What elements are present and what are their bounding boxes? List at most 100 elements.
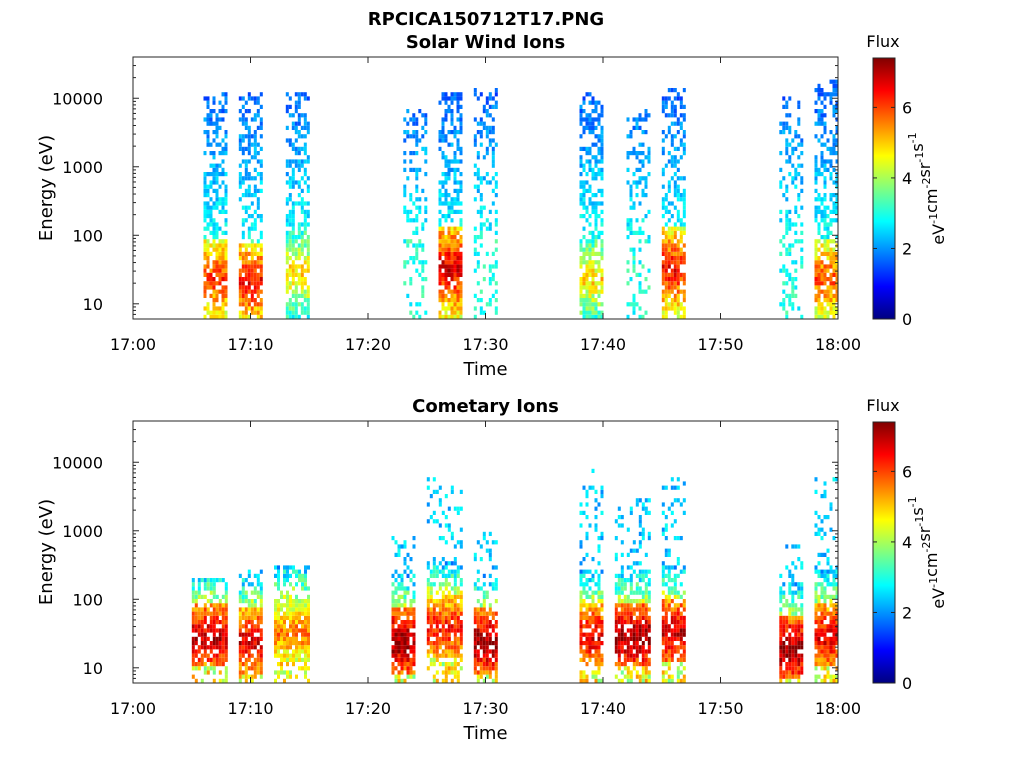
spectrogram-cell [277, 615, 280, 620]
spectrogram-cell [473, 142, 477, 147]
spectrogram-cell [785, 599, 789, 604]
spectrogram-cell [459, 92, 463, 97]
spectrogram-cell [456, 624, 460, 629]
spectrogram-cell [206, 201, 210, 206]
spectrogram-cell [306, 222, 310, 227]
spectrogram-cell [794, 260, 798, 265]
spectrogram-cell [256, 293, 260, 298]
spectrogram-cell [447, 569, 451, 574]
spectrogram-cell [626, 167, 630, 172]
spectrogram-cell [206, 310, 210, 315]
spectrogram-cell [421, 247, 425, 252]
spectrogram-cell [286, 628, 289, 633]
spectrogram-cell [614, 607, 618, 612]
spectrogram-cell [814, 281, 818, 286]
spectrogram-cell [209, 310, 213, 315]
y-axis-label: Energy (eV) [36, 135, 57, 241]
spectrogram-cell [494, 298, 498, 303]
spectrogram-cell [476, 628, 480, 633]
spectrogram-cell [456, 188, 460, 193]
spectrogram-cell [585, 306, 589, 311]
spectrogram-cell [412, 674, 416, 679]
spectrogram-cell [438, 586, 442, 591]
spectrogram-cell [476, 569, 480, 574]
spectrogram-cell [212, 666, 216, 671]
spectrogram-cell [212, 247, 216, 252]
spectrogram-cell [823, 272, 827, 277]
spectrogram-cell [626, 565, 630, 570]
spectrogram-cell [253, 636, 257, 641]
spectrogram-cell [447, 142, 451, 147]
spectrogram-cell [303, 310, 307, 315]
spectrogram-cell [426, 485, 430, 490]
spectrogram-cell [626, 226, 630, 231]
spectrogram-cell [429, 649, 433, 654]
spectrogram-cell [620, 636, 624, 641]
spectrogram-cell [438, 264, 442, 269]
spectrogram-cell [794, 607, 798, 612]
spectrogram-cell [667, 125, 671, 130]
spectrogram-cell [661, 678, 665, 683]
spectrogram-cell [647, 582, 651, 587]
spectrogram-cell [579, 510, 583, 515]
spectrogram-cell [488, 531, 492, 536]
spectrogram-cell [456, 670, 460, 675]
spectrogram-cell [579, 163, 583, 168]
spectrogram-cell [209, 641, 213, 646]
spectrogram-cell [814, 674, 818, 679]
spectrogram-cell [306, 184, 310, 189]
spectrogram-cell [594, 272, 598, 277]
spectrogram-cell [247, 277, 251, 282]
spectrogram-cell [253, 624, 257, 629]
spectrogram-cell [835, 184, 839, 189]
spectrogram-cell [432, 519, 436, 524]
spectrogram-cell [412, 151, 416, 156]
spectrogram-cell [585, 289, 589, 294]
spectrogram-cell [661, 184, 665, 189]
spectrogram-cell [582, 205, 586, 210]
spectrogram-cell [303, 214, 307, 219]
spectrogram-cell [814, 590, 818, 595]
spectrogram-cell [259, 243, 263, 248]
spectrogram-cell [594, 582, 598, 587]
spectrogram-cell [832, 615, 836, 620]
spectrogram-cell [209, 314, 213, 319]
spectrogram-cell [588, 117, 592, 122]
spectrogram-cell [779, 151, 783, 156]
spectrogram-cell [682, 624, 686, 629]
spectrogram-cell [206, 251, 210, 256]
spectrogram-cell [432, 645, 436, 650]
spectrogram-cell [426, 590, 430, 595]
spectrogram-cell [412, 641, 416, 646]
spectrogram-cell [435, 569, 439, 574]
spectrogram-cell [294, 138, 298, 143]
spectrogram-cell [244, 590, 248, 595]
spectrogram-cell [823, 289, 827, 294]
spectrogram-cell [277, 586, 280, 591]
spectrogram-cell [294, 125, 298, 130]
spectrogram-cell [291, 205, 295, 210]
spectrogram-cell [485, 540, 489, 545]
spectrogram-cell [450, 235, 454, 240]
spectrogram-cell [280, 620, 283, 625]
spectrogram-cell [832, 603, 836, 608]
spectrogram-cell [670, 302, 674, 307]
spectrogram-cell [283, 641, 286, 646]
spectrogram-cell [441, 125, 445, 130]
spectrogram-cell [238, 624, 242, 629]
spectrogram-cell [218, 310, 222, 315]
spectrogram-cell [412, 599, 416, 604]
spectrogram-cell [829, 620, 833, 625]
spectrogram-cell [303, 298, 307, 303]
spectrogram-cell [585, 264, 589, 269]
spectrogram-cell [664, 96, 668, 101]
spectrogram-cell [664, 251, 668, 256]
spectrogram-cell [301, 666, 304, 671]
spectrogram-cell [209, 251, 213, 256]
spectrogram-cell [594, 209, 598, 214]
spectrogram-cell [479, 130, 483, 135]
spectrogram-cell [817, 306, 821, 311]
spectrogram-cell [241, 310, 245, 315]
spectrogram-cell [259, 180, 263, 185]
spectrogram-cell [409, 674, 413, 679]
